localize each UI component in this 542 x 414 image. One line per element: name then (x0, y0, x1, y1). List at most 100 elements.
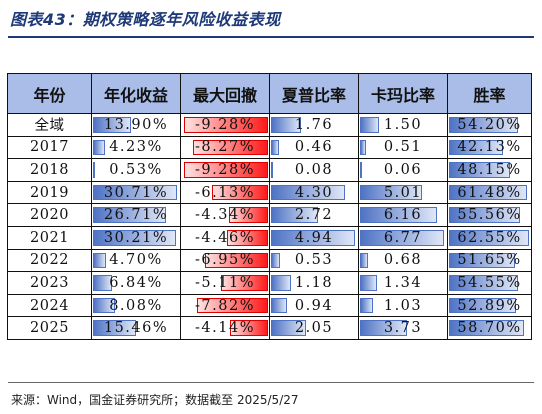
calmar-data-bar (360, 117, 379, 133)
win-rate-value: 58.70% (457, 320, 522, 337)
calmar-value: 0.06 (383, 161, 423, 178)
win-rate-value: 42.13% (457, 139, 522, 156)
max-drawdown-data-bar (192, 139, 268, 156)
cell-year: 2023 (7, 271, 92, 295)
cell-max-drawdown: -8.27% (180, 135, 270, 160)
win-rate-data-bar (449, 275, 519, 291)
calmar-data-bar (360, 297, 373, 314)
sharpe-value: 2.05 (294, 320, 334, 337)
cell-max-drawdown: -9.28% (180, 113, 270, 137)
calmar-data-bar (360, 184, 423, 201)
header-max-drawdown: 最大回撤 (180, 73, 270, 114)
win-rate-data-bar (449, 162, 511, 178)
cell-annual-return: 30.71% (91, 180, 181, 205)
cell-max-drawdown: -4.14% (180, 316, 270, 340)
max-drawdown-data-bar (183, 162, 268, 178)
cell-max-drawdown: -7.82% (180, 293, 270, 318)
calmar-value: 6.77 (383, 229, 423, 246)
max-drawdown-value: -4.14% (195, 320, 255, 337)
max-drawdown-data-bar (212, 184, 268, 201)
sharpe-data-bar (271, 297, 288, 314)
cell-max-drawdown: -4.46% (180, 225, 270, 250)
win-rate-value: 54.20% (457, 116, 522, 133)
max-drawdown-data-bar (227, 229, 268, 246)
cell-year: 2025 (7, 316, 92, 340)
cell-year: 全域 (7, 113, 92, 137)
table-row: 2021 30.21% -4.46% 4.94 6.77 62.55% (7, 225, 532, 250)
table-row: 2018 0.53% -9.28% 0.08 0.06 48.15% (7, 158, 532, 182)
cell-win-rate: 48.15% (447, 158, 532, 182)
sharpe-value: 4.30 (294, 184, 334, 201)
annual-return-value: 4.70% (109, 252, 163, 269)
max-drawdown-data-bar (228, 207, 268, 223)
calmar-data-bar (360, 162, 362, 178)
calmar-data-bar (360, 139, 367, 156)
table-row: 2024 8.08% -7.82% 0.94 1.03 52.89% (7, 293, 532, 318)
max-drawdown-data-bar (183, 117, 268, 133)
header-year: 年份 (7, 73, 92, 114)
header-row: 年份 年化收益 最大回撤 夏普比率 卡玛比率 胜率 (7, 73, 532, 114)
cell-annual-return: 4.70% (91, 248, 181, 273)
cell-calmar: 5.01 (358, 180, 448, 205)
calmar-value: 0.51 (383, 139, 423, 156)
annual-return-data-bar (93, 207, 167, 223)
cell-max-drawdown: -4.34% (180, 203, 270, 227)
win-rate-data-bar (449, 252, 515, 269)
win-rate-value: 54.55% (457, 274, 522, 291)
calmar-value: 1.34 (383, 274, 423, 291)
title-rule (8, 36, 534, 38)
cell-year: 2020 (7, 203, 92, 227)
sharpe-data-bar (271, 320, 307, 336)
cell-annual-return: 4.23% (91, 135, 181, 160)
cell-calmar: 0.51 (358, 135, 448, 160)
cell-sharpe: 0.94 (269, 293, 359, 318)
cell-annual-return: 13.90% (91, 113, 181, 137)
annual-return-value: 6.84% (109, 274, 163, 291)
win-rate-data-bar (449, 139, 503, 156)
cell-sharpe: 0.53 (269, 248, 359, 273)
calmar-data-bar (360, 275, 377, 291)
cell-annual-return: 0.53% (91, 158, 181, 182)
sharpe-data-bar (271, 252, 281, 269)
max-drawdown-value: -6.13% (195, 184, 255, 201)
cell-win-rate: 58.70% (447, 316, 532, 340)
calmar-data-bar (360, 320, 407, 336)
sharpe-data-bar (271, 207, 318, 223)
cell-year: 2019 (7, 180, 92, 205)
cell-sharpe: 4.94 (269, 225, 359, 250)
header-calmar: 卡玛比率 (358, 73, 448, 114)
cell-annual-return: 6.84% (91, 271, 181, 295)
cell-win-rate: 54.20% (447, 113, 532, 137)
table-row: 2023 6.84% -5.11% 1.18 1.34 54.55% (7, 271, 532, 295)
sharpe-value: 1.18 (294, 274, 334, 291)
max-drawdown-value: -4.46% (195, 229, 255, 246)
max-drawdown-value: -7.82% (195, 297, 255, 314)
sharpe-value: 1.76 (294, 116, 334, 133)
cell-calmar: 1.34 (358, 271, 448, 295)
calmar-data-bar (360, 252, 369, 269)
figure-title: 图表43：期权策略逐年风险收益表现 (10, 10, 281, 29)
max-drawdown-data-bar (230, 320, 268, 336)
cell-win-rate: 55.56% (447, 203, 532, 227)
calmar-value: 6.16 (383, 207, 423, 224)
max-drawdown-value: -5.11% (195, 274, 255, 291)
cell-calmar: 3.73 (358, 316, 448, 340)
sharpe-data-bar (271, 229, 356, 246)
annual-return-data-bar (93, 229, 177, 246)
footer-rule (8, 382, 534, 383)
annual-return-data-bar (93, 162, 95, 178)
table-row: 2017 4.23% -8.27% 0.46 0.51 42.13% (7, 135, 532, 160)
cell-max-drawdown: -9.28% (180, 158, 270, 182)
sharpe-value: 4.94 (294, 229, 334, 246)
annual-return-value: 30.21% (103, 229, 169, 246)
table-row: 2020 26.71% -4.34% 2.72 6.16 55.56% (7, 203, 532, 227)
annual-return-data-bar (93, 320, 136, 336)
cell-calmar: 6.77 (358, 225, 448, 250)
cell-calmar: 6.16 (358, 203, 448, 227)
sharpe-data-bar (271, 117, 302, 133)
annual-return-value: 8.08% (109, 297, 163, 314)
annual-return-value: 26.71% (103, 207, 169, 224)
calmar-value: 3.73 (383, 320, 423, 337)
sharpe-data-bar (271, 162, 273, 178)
cell-year: 2017 (7, 135, 92, 160)
